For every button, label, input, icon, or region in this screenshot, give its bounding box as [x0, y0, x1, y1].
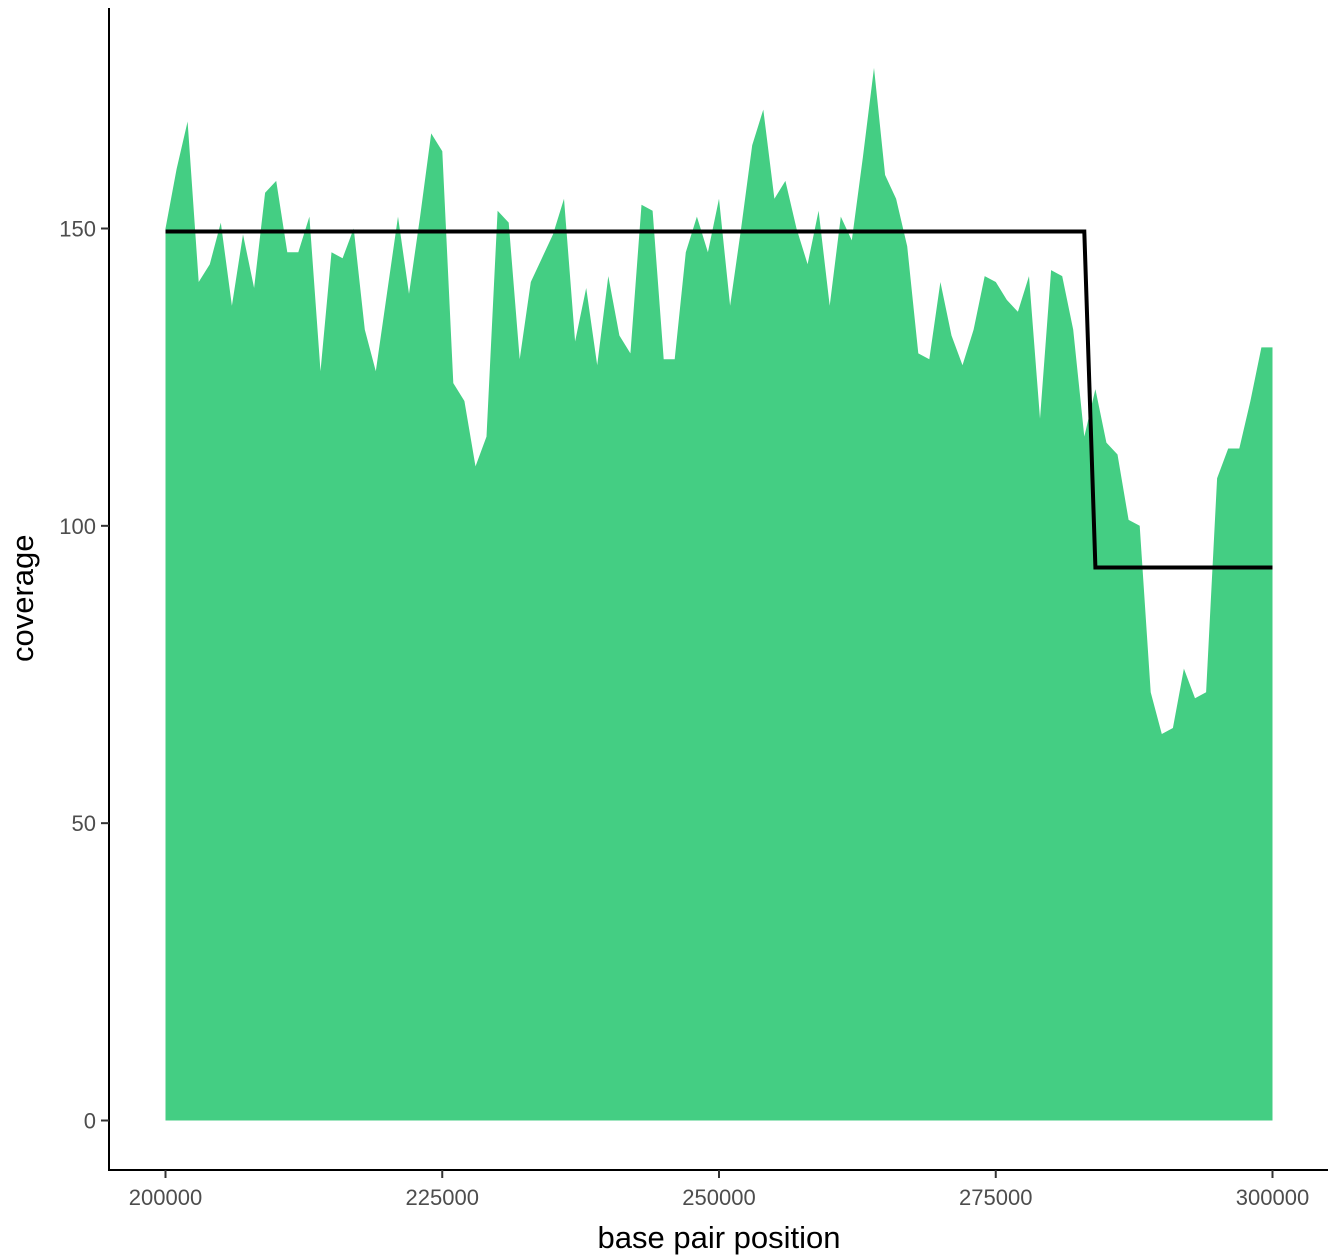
x-tick-label: 200000	[129, 1185, 202, 1210]
y-tick-label: 150	[59, 217, 96, 242]
y-tick-label: 100	[59, 514, 96, 539]
x-axis-ticks: 200000 225000 250000 275000 300000	[129, 1170, 1309, 1210]
x-tick-label: 250000	[682, 1185, 755, 1210]
segment-mean-line	[165, 229, 1273, 570]
axes: 200000 225000 250000 275000 300000 0 50 100 150	[59, 8, 1328, 1210]
x-tick-label: 275000	[959, 1185, 1032, 1210]
y-axis-title: coverage	[5, 534, 40, 662]
x-tick-label: 300000	[1236, 1185, 1309, 1210]
plot-area	[165, 67, 1273, 1121]
y-axis-ticks: 0 50 100 150	[59, 217, 109, 1134]
x-axis-title: base pair position	[598, 1220, 841, 1255]
x-tick-label: 225000	[406, 1185, 479, 1210]
coverage-area	[165, 67, 1273, 1121]
y-tick-label: 50	[72, 811, 96, 836]
y-tick-label: 0	[84, 1109, 96, 1134]
